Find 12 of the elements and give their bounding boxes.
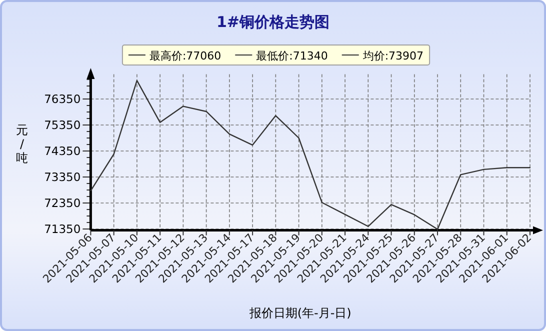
y-tick-label: 76350 xyxy=(44,92,81,106)
y-tick-label: 75350 xyxy=(44,118,81,132)
text: 均价:73907 xyxy=(362,50,424,62)
chart-title: 1#铜价格走势图 xyxy=(216,13,330,31)
y-tick-label: 71350 xyxy=(44,222,81,236)
y-tick-label: 73350 xyxy=(44,170,81,184)
y-tick-label: 72350 xyxy=(44,196,81,210)
x-axis-title: 报价日期(年-月-日) xyxy=(248,306,352,320)
y-tick-label: 74350 xyxy=(44,144,81,158)
text: 最低价:71340 xyxy=(256,50,328,62)
y-axis-title: 元/吨 xyxy=(16,123,28,165)
text: 最高价:77060 xyxy=(149,50,222,62)
